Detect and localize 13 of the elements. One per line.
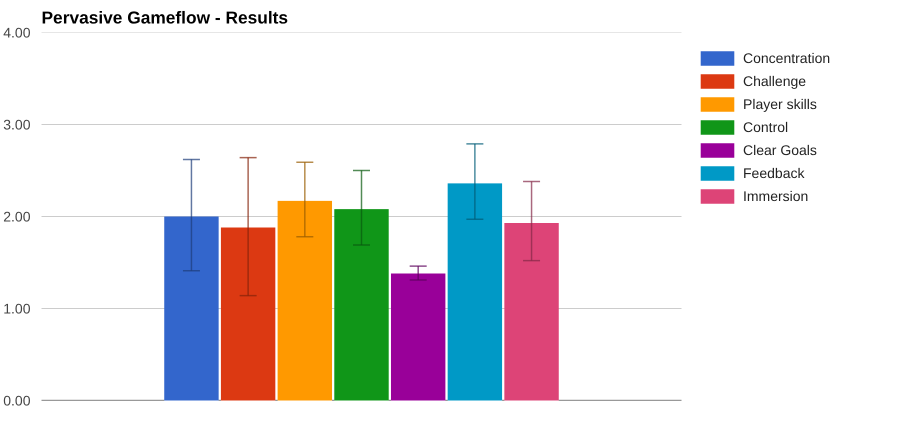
legend-label: Concentration	[743, 50, 830, 66]
y-tick-label: 3.00	[3, 116, 31, 132]
y-tick-label: 0.00	[3, 392, 31, 408]
y-tick-label: 4.00	[3, 24, 31, 40]
legend-label: Clear Goals	[743, 142, 817, 158]
y-tick-label: 2.00	[3, 208, 31, 224]
legend-label: Control	[743, 119, 788, 135]
legend-label: Feedback	[743, 165, 804, 181]
chart-title: Pervasive Gameflow - Results	[42, 8, 288, 28]
legend-label: Player skills	[743, 96, 817, 112]
y-tick-label: 1.00	[3, 300, 31, 316]
legend-label: Immersion	[743, 188, 808, 204]
legend-label: Challenge	[743, 73, 806, 89]
